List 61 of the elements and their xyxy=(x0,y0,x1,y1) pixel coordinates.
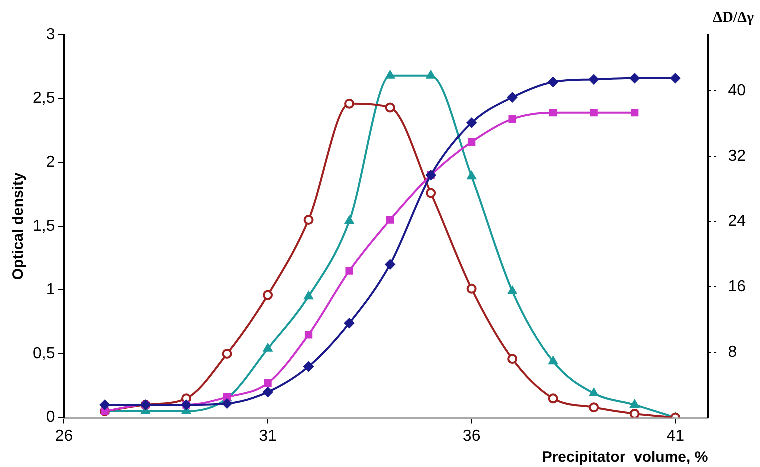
point xyxy=(304,331,313,339)
y-tick-label: 3 xyxy=(46,26,56,44)
y-tick-label: 2,5 xyxy=(32,90,56,108)
point xyxy=(508,286,518,294)
point xyxy=(264,380,272,388)
point xyxy=(222,349,232,359)
point xyxy=(304,215,314,226)
point xyxy=(548,356,558,365)
point xyxy=(508,92,518,103)
point xyxy=(264,344,272,352)
point xyxy=(385,102,396,113)
point xyxy=(589,74,600,85)
point xyxy=(386,216,394,224)
y2-tick-label: 16 xyxy=(728,278,746,296)
point xyxy=(630,400,640,408)
x-tick-label: 41 xyxy=(666,428,685,445)
point xyxy=(590,109,598,117)
point xyxy=(467,172,476,180)
point xyxy=(100,400,110,410)
point xyxy=(304,292,314,300)
point xyxy=(263,290,274,300)
point xyxy=(263,387,274,398)
point xyxy=(550,109,558,117)
point xyxy=(222,398,232,409)
y-tick-label: 1,5 xyxy=(32,218,56,235)
y2-tick-label: 8 xyxy=(728,344,738,361)
y-tick-label: 0,5 xyxy=(32,345,56,362)
point xyxy=(344,318,355,328)
point xyxy=(426,188,436,198)
point xyxy=(589,402,600,413)
point xyxy=(468,138,476,146)
point xyxy=(590,388,599,397)
point xyxy=(346,267,354,275)
y-tick-label: 2 xyxy=(46,154,56,172)
point xyxy=(344,98,355,109)
point xyxy=(670,73,681,84)
y-tick-label: 1 xyxy=(46,282,56,299)
point xyxy=(386,70,395,79)
y2-axis-title: ΔD/Δγ xyxy=(713,10,754,26)
y-axis-title: Optical density xyxy=(10,172,28,280)
point xyxy=(630,408,640,418)
y2-tick-label: 32 xyxy=(728,148,746,165)
y-tick-label: 0 xyxy=(46,409,56,426)
x-tick-label: 31 xyxy=(259,428,278,445)
y2-tick-label: 40 xyxy=(728,82,746,100)
point xyxy=(466,118,477,128)
x-axis-title: Precipitator volume, % xyxy=(542,449,708,466)
point xyxy=(548,394,558,404)
point xyxy=(631,109,639,117)
y2-tick-label: 24 xyxy=(728,213,746,230)
x-tick-label: 26 xyxy=(55,428,74,445)
point xyxy=(466,284,477,294)
point xyxy=(345,216,354,224)
x-tick-label: 36 xyxy=(462,428,481,445)
point xyxy=(548,77,558,88)
point xyxy=(630,73,640,84)
point xyxy=(508,115,516,124)
point xyxy=(304,362,314,372)
point xyxy=(426,70,436,79)
point xyxy=(385,260,396,270)
point xyxy=(508,354,518,364)
